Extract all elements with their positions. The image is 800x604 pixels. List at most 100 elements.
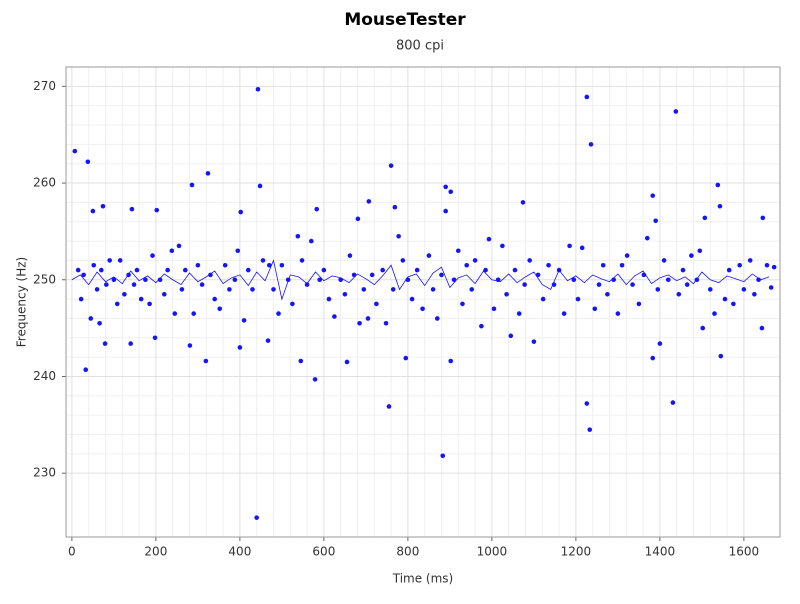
point <box>128 341 133 346</box>
point <box>619 262 625 268</box>
point <box>129 206 135 212</box>
point <box>104 282 109 287</box>
x-tick-label: 600 <box>312 545 335 559</box>
point <box>575 296 581 302</box>
point <box>102 341 108 346</box>
point <box>448 358 454 364</box>
point <box>584 401 590 406</box>
y-axis-label: Frequency (Hz) <box>15 257 29 348</box>
point <box>472 258 478 263</box>
point <box>154 207 160 213</box>
point <box>85 159 91 165</box>
point <box>760 215 766 221</box>
point <box>409 296 415 302</box>
point <box>443 208 448 214</box>
point <box>122 291 127 297</box>
point <box>342 291 348 297</box>
point <box>143 277 148 283</box>
point <box>150 253 155 258</box>
point <box>97 320 102 326</box>
point <box>326 296 332 302</box>
point <box>587 427 593 432</box>
point <box>483 267 488 273</box>
point <box>81 272 86 278</box>
point <box>351 272 357 278</box>
point <box>600 262 606 268</box>
x-tick-label: 1200 <box>561 545 592 559</box>
point <box>266 262 272 268</box>
point <box>172 311 178 316</box>
y-tick-label: 260 <box>33 176 56 190</box>
y-tick-label: 240 <box>33 369 56 383</box>
point <box>426 253 432 258</box>
point <box>561 311 567 316</box>
point <box>756 277 761 283</box>
point <box>98 267 104 273</box>
point <box>657 341 663 346</box>
point <box>72 148 78 154</box>
point <box>344 359 350 365</box>
point <box>182 267 188 273</box>
point <box>260 258 266 263</box>
point <box>245 267 251 273</box>
point <box>357 320 362 326</box>
point <box>479 323 484 329</box>
point <box>176 243 182 249</box>
point <box>117 258 123 263</box>
point <box>567 243 572 249</box>
point <box>579 245 585 251</box>
x-tick-label: 0 <box>68 545 76 559</box>
point <box>147 301 152 307</box>
point <box>365 316 371 321</box>
point <box>491 306 497 312</box>
point <box>752 291 757 297</box>
point <box>500 243 505 249</box>
point <box>100 203 106 209</box>
point <box>390 287 396 292</box>
point <box>161 291 167 297</box>
y-tick-label: 230 <box>33 466 56 480</box>
point <box>88 316 94 321</box>
point <box>722 296 728 302</box>
point <box>232 277 238 283</box>
point <box>592 306 598 312</box>
point <box>179 287 185 292</box>
point <box>187 343 193 348</box>
point <box>332 314 337 319</box>
point <box>731 301 736 307</box>
point <box>131 282 137 287</box>
point <box>650 355 656 361</box>
x-tick-label: 1600 <box>729 545 760 559</box>
point <box>169 248 175 254</box>
point <box>697 248 703 254</box>
point <box>684 282 690 287</box>
point <box>152 335 158 341</box>
point <box>191 311 196 316</box>
point <box>460 301 465 307</box>
plot-area <box>65 66 781 538</box>
point <box>386 404 392 409</box>
point <box>369 272 375 278</box>
point <box>434 316 440 321</box>
point <box>414 267 420 273</box>
plot-border <box>65 66 781 538</box>
point <box>271 287 276 292</box>
point <box>250 287 255 292</box>
point <box>737 262 742 268</box>
point <box>355 216 361 222</box>
point <box>165 267 170 273</box>
point <box>644 235 650 241</box>
point <box>486 236 492 242</box>
x-tick-label: 400 <box>228 545 251 559</box>
point <box>114 301 120 307</box>
point <box>107 258 112 263</box>
point <box>199 282 205 287</box>
point <box>512 267 518 273</box>
point <box>771 264 777 270</box>
point <box>400 258 406 263</box>
point <box>257 183 263 189</box>
x-tick-label: 800 <box>396 545 419 559</box>
point <box>227 287 232 292</box>
point <box>439 272 444 278</box>
point <box>205 171 211 176</box>
